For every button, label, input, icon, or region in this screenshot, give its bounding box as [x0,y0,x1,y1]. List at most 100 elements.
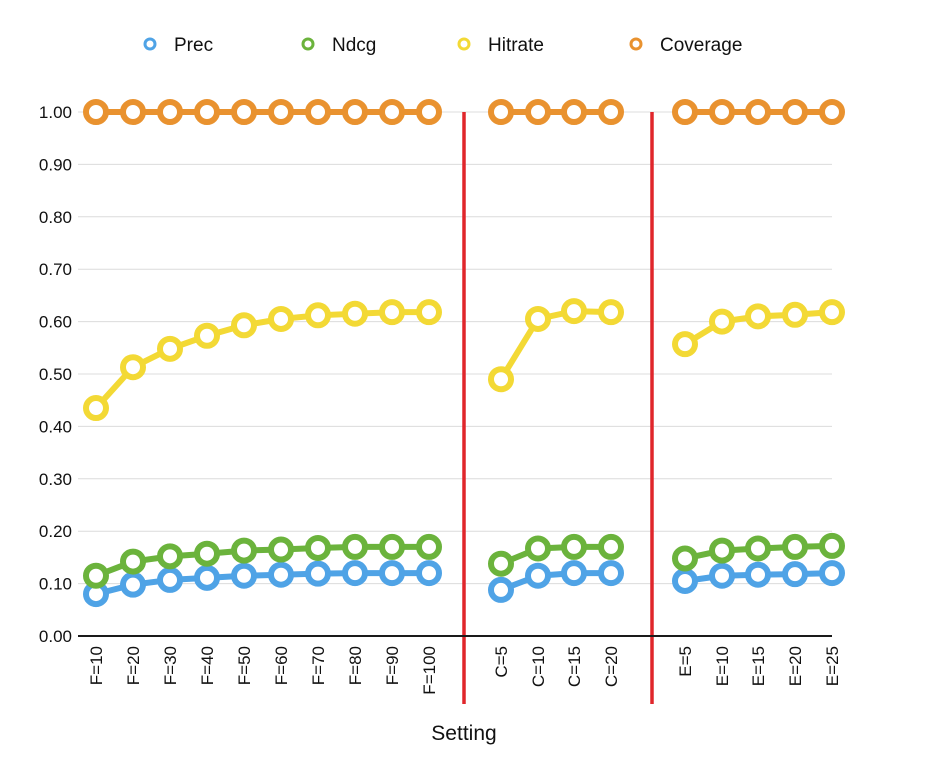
data-point [782,301,808,328]
legend-label: Prec [174,35,213,56]
data-point [745,99,771,125]
series-line [94,543,429,579]
data-point [379,560,405,587]
series-ndcg [672,532,845,572]
data-point [157,566,183,593]
x-axis-title: Setting [431,722,496,745]
series-line [95,570,429,597]
data-point [488,576,514,603]
data-point [709,308,735,335]
data-point [342,99,368,125]
x-tick-label: C=5 [492,646,511,678]
x-tick-label: C=10 [529,646,548,687]
series-line [499,570,611,593]
data-point [194,99,220,125]
x-tick-label: F=30 [161,646,180,685]
data-point [525,535,551,562]
x-tick-label: E=15 [749,646,768,686]
series-coverage [488,99,624,125]
y-tick-label: 0.90 [39,155,72,174]
x-tick-label: F=60 [272,646,291,685]
data-point [305,534,331,561]
y-tick-label: 0.50 [39,365,72,384]
x-tick-label: E=10 [713,646,732,686]
series-line [499,543,611,567]
data-point [525,305,551,332]
data-point [488,550,514,577]
data-point [598,533,624,560]
data-point [561,99,587,125]
axes: 0.00 0.10 0.20 0.30 0.40 0.50 0.60 0.70 0.80 0.90… [39,103,842,695]
data-point [342,533,368,560]
series-hitrate [672,299,845,358]
data-point [194,564,220,591]
gridlines [78,111,832,585]
data-point [416,533,442,560]
legend-marker [143,37,157,51]
series-ndcg [488,533,624,577]
data-point [268,536,294,563]
data-point [709,562,735,589]
data-point [231,562,257,589]
series [83,99,845,608]
series-line [498,308,612,381]
data-point [305,302,331,329]
legend-item-hitrate: Hitrate [457,35,544,56]
legend-label: Ndcg [332,35,376,56]
data-point [305,99,331,125]
data-point [83,395,109,422]
legend-label: Hitrate [488,35,544,56]
data-point [819,560,845,587]
data-point [672,545,698,572]
data-point [194,322,220,349]
y-tick-label: 0.20 [39,522,72,541]
data-point [745,535,771,562]
data-point [782,99,808,125]
data-point [561,533,587,560]
x-tick-label: F=50 [235,646,254,685]
x-tick-label: E=20 [786,646,805,686]
x-tick-label: C=15 [565,646,584,687]
data-point [598,299,624,326]
data-point [672,99,698,125]
x-tick-label: C=20 [602,646,621,687]
data-point [120,99,146,125]
data-point [342,300,368,327]
data-point [561,560,587,587]
y-tick-label: 0.80 [39,208,72,227]
legend-item-prec: Prec [143,35,213,56]
data-point [157,99,183,125]
legend-marker [301,37,315,51]
y-tick-label: 0.30 [39,470,72,489]
series-coverage [672,99,845,125]
data-point [488,366,514,393]
data-point [672,567,698,594]
series-prec [672,560,845,594]
y-tick-label: 0.60 [39,313,72,332]
y-tick-label: 0.10 [39,575,72,594]
data-point [194,540,220,567]
data-point [120,571,146,598]
data-point [268,99,294,125]
data-point [379,99,405,125]
data-point [231,312,257,339]
y-tick-label: 0.70 [39,260,72,279]
series-coverage [83,99,442,125]
data-point [819,532,845,559]
data-point [268,305,294,332]
y-tick-label: 1.00 [39,103,72,122]
data-point [83,562,109,589]
x-tick-label: E=5 [676,646,695,677]
x-tick-label: F=70 [309,646,328,685]
data-point [379,533,405,560]
x-tick-label: F=10 [87,646,106,685]
series-prec [83,560,442,608]
x-tick-label: F=90 [383,646,402,685]
data-point [598,99,624,125]
x-tick-label: E=25 [823,646,842,686]
data-point [342,560,368,587]
data-point [231,99,257,125]
data-point [525,99,551,125]
data-point [488,99,514,125]
